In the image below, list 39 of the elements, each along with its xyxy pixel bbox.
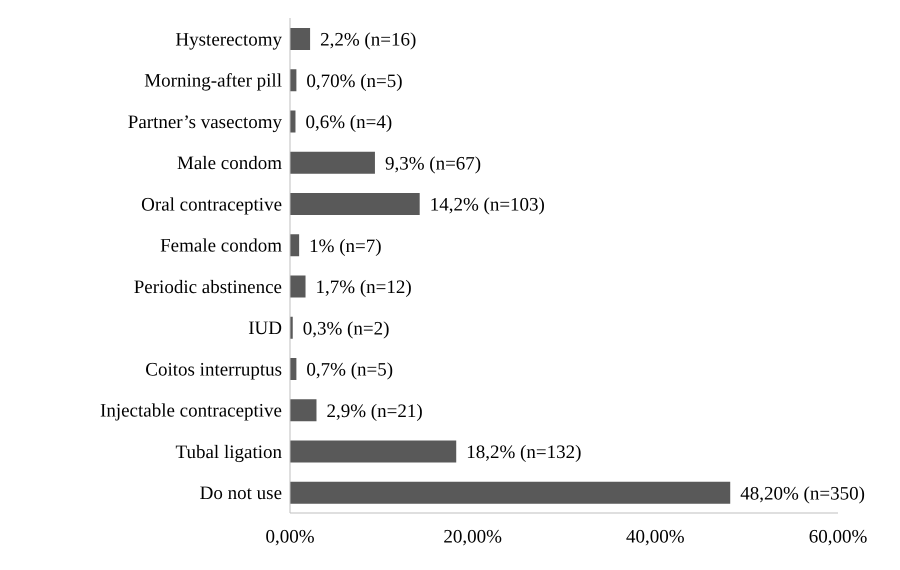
data-label: 14,2% (n=103)	[430, 194, 545, 216]
y-tick-label: Oral contraceptive	[141, 194, 282, 216]
bar	[290, 276, 306, 298]
bar	[290, 440, 456, 462]
data-label: 0,7% (n=5)	[306, 360, 394, 381]
bar	[290, 399, 316, 422]
bar	[290, 69, 296, 92]
y-tick-label: Tubal ligation	[176, 442, 282, 463]
y-tick-label: Male condom	[176, 153, 282, 174]
y-tick-label: Hysterectomy	[175, 29, 282, 50]
data-label: 0,3% (n=2)	[302, 318, 390, 340]
data-label: 2,2% (n=16)	[320, 30, 416, 51]
x-tick-label: 40,00%	[626, 526, 685, 548]
x-tick-label: 0,00%	[265, 526, 315, 548]
data-label: 0,6% (n=4)	[305, 112, 392, 134]
bar	[290, 234, 300, 256]
y-tick-label: Coitos interruptus	[145, 359, 282, 380]
data-label: 18,2% (n=132)	[466, 442, 582, 464]
y-tick-label: Morning-after pill	[144, 70, 282, 92]
y-tick-label: IUD	[248, 318, 282, 340]
bar	[290, 358, 296, 380]
y-tick-label: Partner’s vasectomy	[128, 112, 282, 133]
bar	[290, 193, 420, 215]
data-label: 1,7% (n=12)	[316, 277, 412, 298]
x-tick-label: 20,00%	[443, 526, 502, 548]
y-tick-label: Injectable contraceptive	[100, 400, 282, 422]
bar	[290, 28, 310, 50]
data-label: 1% (n=7)	[309, 236, 382, 257]
y-tick-label: Do not use	[200, 483, 282, 504]
data-label: 2,9% (n=21)	[326, 400, 423, 422]
x-tick-label: 60,00%	[808, 526, 868, 548]
data-label: 0,70% (n=5)	[306, 70, 403, 92]
data-label: 48,20% (n=350)	[740, 483, 865, 504]
y-tick-label: Periodic abstinence	[134, 276, 282, 298]
bar	[290, 482, 730, 504]
data-label: 9,3% (n=67)	[384, 153, 482, 174]
bar	[290, 110, 296, 132]
bar	[290, 152, 375, 174]
y-tick-label: Female condom	[160, 236, 282, 257]
